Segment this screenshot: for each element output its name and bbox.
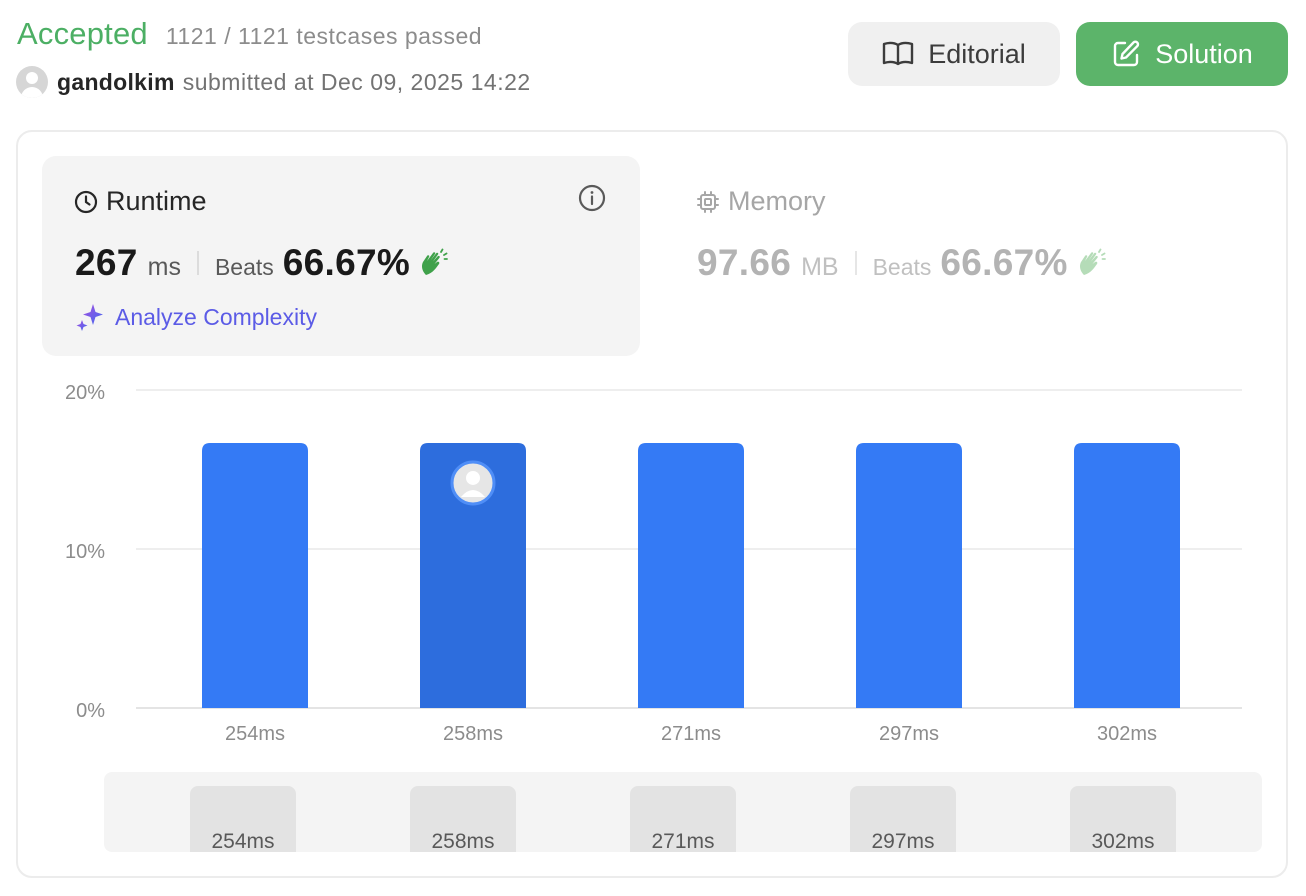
divider: [196, 251, 199, 275]
accepted-label: Accepted: [17, 16, 148, 51]
distribution-scroller[interactable]: 254ms 258ms 271ms 297ms 302ms: [104, 772, 1262, 852]
runtime-unit: ms: [147, 253, 181, 281]
submitted-timestamp: submitted at Dec 09, 2025 14:22: [182, 68, 531, 95]
cpu-icon: [697, 190, 719, 213]
sparkle-icon: [76, 304, 103, 331]
runtime-value: 267: [75, 242, 138, 283]
chart-bar[interactable]: [1074, 442, 1180, 708]
editorial-button[interactable]: Editorial: [848, 22, 1060, 86]
submitter-info: gandolkim submitted at Dec 09, 2025 14:2…: [16, 66, 531, 98]
clock-icon: [74, 190, 98, 213]
avatar[interactable]: [16, 66, 48, 98]
chart-bar[interactable]: [202, 442, 308, 708]
solution-label: Solution: [1155, 38, 1253, 69]
runtime-beats-label: Beats: [214, 254, 274, 280]
memory-beats-label: Beats: [872, 254, 932, 280]
scroller-item-label: 297ms: [871, 830, 935, 852]
memory-title-label: Memory: [728, 186, 826, 216]
scroller-item-label: 271ms: [651, 830, 715, 852]
username-link[interactable]: gandolkim: [57, 68, 175, 95]
edit-icon: [1114, 40, 1140, 67]
runtime-title: Runtime: [74, 186, 207, 217]
editorial-label: Editorial: [928, 38, 1026, 69]
chart-bar[interactable]: [638, 442, 744, 708]
scroller-item-label: 254ms: [211, 830, 275, 852]
clap-icon: [422, 248, 448, 275]
analyze-complexity-label: Analyze Complexity: [115, 303, 317, 330]
submission-status: Accepted 1121 / 1121 testcases passed: [17, 16, 482, 52]
scroller-item-label: 302ms: [1091, 830, 1155, 852]
chart-bar[interactable]: [420, 442, 526, 708]
divider: [854, 251, 857, 275]
scroller-item-label: 258ms: [431, 830, 495, 852]
runtime-beats-value: 66.67%: [282, 242, 411, 283]
memory-title: Memory: [696, 186, 826, 217]
result-card: [16, 130, 1288, 878]
clap-icon: [1079, 248, 1106, 275]
memory-metrics: 97.66 MB Beats 66.67%: [697, 242, 1106, 284]
analyze-complexity-link[interactable]: Analyze Complexity: [75, 302, 317, 332]
info-icon[interactable]: [578, 184, 606, 212]
runtime-title-label: Runtime: [106, 186, 207, 216]
chart-bar[interactable]: [856, 442, 962, 708]
runtime-metrics: 267 ms Beats 66.67%: [75, 242, 448, 284]
scroller-item[interactable]: 258ms: [410, 786, 516, 852]
solution-button[interactable]: Solution: [1076, 22, 1288, 86]
memory-panel[interactable]: Memory 97.66 MB Beats 66.67%: [664, 156, 1264, 356]
memory-value: 97.66: [697, 242, 792, 283]
memory-beats-value: 66.67%: [940, 242, 1068, 283]
memory-unit: MB: [801, 253, 839, 281]
scroller-item[interactable]: 297ms: [850, 786, 956, 852]
scroller-item[interactable]: 302ms: [1070, 786, 1176, 852]
testcases-summary: 1121 / 1121 testcases passed: [165, 23, 483, 49]
scroller-item[interactable]: 254ms: [190, 786, 296, 852]
runtime-panel[interactable]: Runtime 267 ms Beats 66.67% Analyze Comp: [42, 156, 640, 356]
book-icon: [883, 41, 914, 66]
scroller-item[interactable]: 271ms: [630, 786, 736, 852]
